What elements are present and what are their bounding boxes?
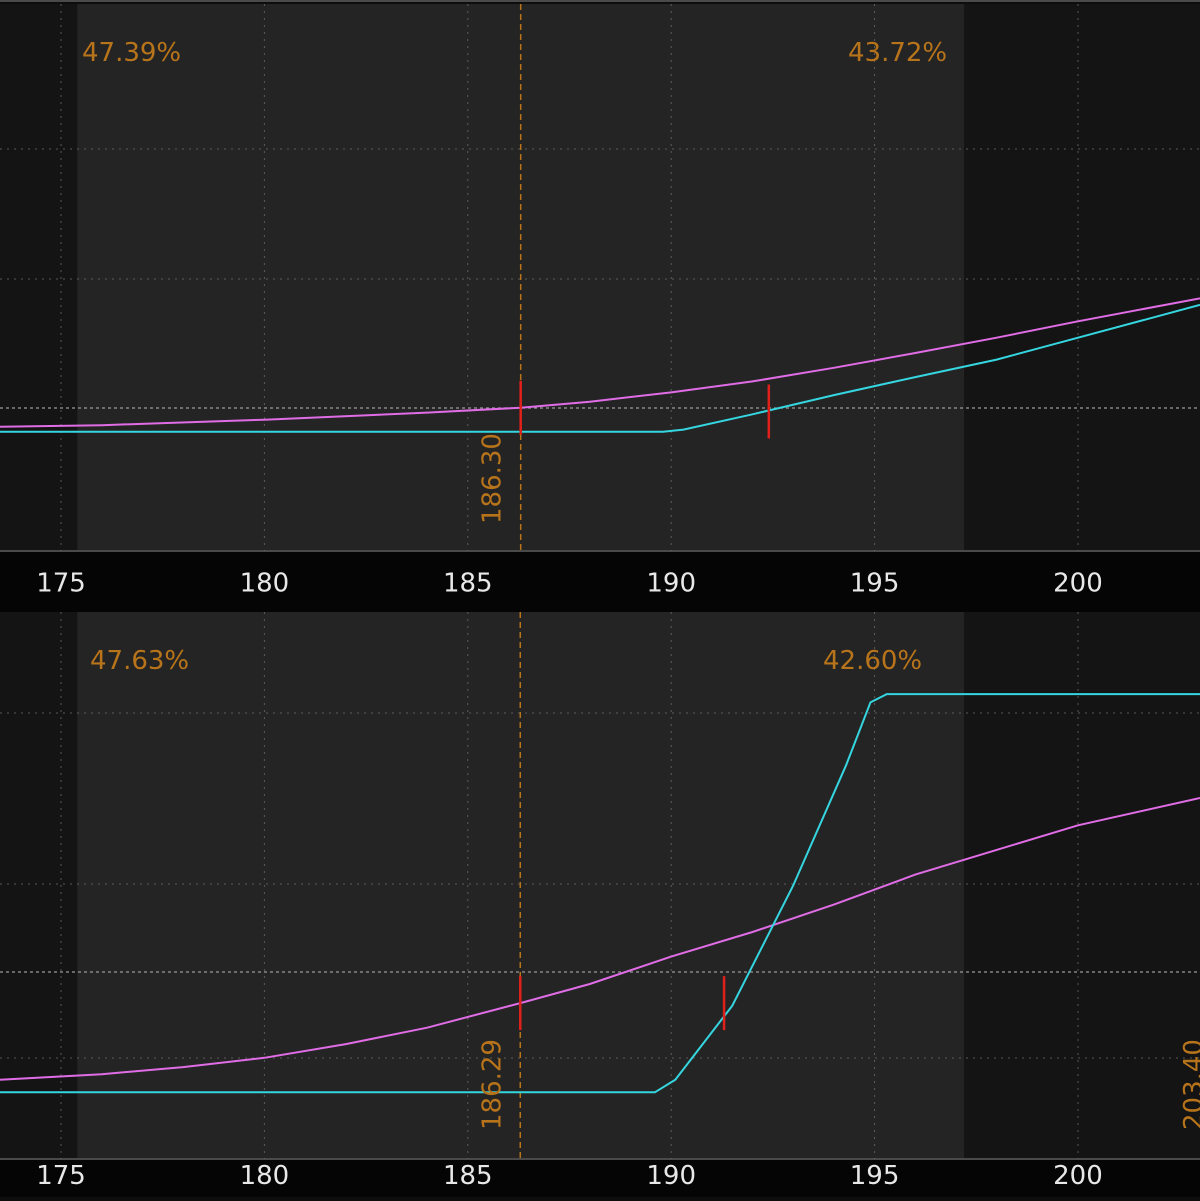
cyan-series-line <box>0 693 1200 1094</box>
x-tick-label: 175 <box>36 1161 86 1191</box>
x-tick-label: 180 <box>240 568 290 598</box>
magenta-series-line <box>0 297 1200 428</box>
x-tick-label: 180 <box>240 1161 290 1191</box>
bottom-chart-panel: 175 180 185 190 195 200 47.63% 42.60% 186.29 203.… <box>0 612 1200 1197</box>
right-percent-label: 42.60% <box>823 646 922 676</box>
grid-lines <box>0 612 1200 1159</box>
magenta-series-line <box>0 797 1200 1081</box>
x-tick-label: 200 <box>1053 1161 1103 1191</box>
x-axis-bar <box>0 1159 1200 1197</box>
grid-lines <box>0 4 1200 551</box>
top-chart-panel: 175 180 185 190 195 200 47.39% 43.72% 186.30 <box>0 0 1200 612</box>
price-label: 186.30 <box>478 433 508 524</box>
x-tick-label: 175 <box>36 568 86 598</box>
x-tick-label: 200 <box>1053 568 1103 598</box>
left-percent-label: 47.63% <box>90 646 189 676</box>
top-chart: 175 180 185 190 195 200 47.39% 43.72% 186.30 <box>0 0 1200 612</box>
x-tick-label: 190 <box>646 568 696 598</box>
right-percent-label: 43.72% <box>848 38 947 68</box>
price-label: 186.29 <box>477 1039 507 1130</box>
x-tick-label: 195 <box>850 568 900 598</box>
x-tick-label: 190 <box>646 1161 696 1191</box>
bottom-chart: 175 180 185 190 195 200 47.63% 42.60% 186.29 203.… <box>0 612 1200 1197</box>
left-percent-label: 47.39% <box>82 38 181 68</box>
x-tick-label: 185 <box>443 568 493 598</box>
x-tick-label: 195 <box>850 1161 900 1191</box>
x-axis-bar <box>0 551 1200 612</box>
cyan-series-line <box>0 303 1200 433</box>
x-tick-label: 185 <box>443 1161 493 1191</box>
edge-price-label: 203.40 <box>1179 1039 1200 1130</box>
